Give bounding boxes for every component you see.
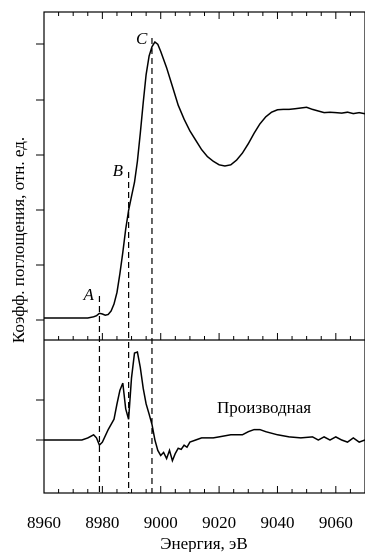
point-label-b: B	[113, 161, 124, 180]
x-axis-label: Энергия, эВ	[160, 534, 247, 552]
x-tick-label: 8980	[85, 513, 119, 532]
derivative-curve	[44, 351, 365, 464]
x-tick-label: 9060	[319, 513, 353, 532]
x-axis-ticks	[43, 12, 365, 493]
curves	[44, 40, 365, 464]
x-tick-label: 9040	[260, 513, 294, 532]
x-tick-label: 8960	[27, 513, 61, 532]
x-tick-label: 9020	[202, 513, 236, 532]
reference-dashed-lines	[98, 38, 153, 493]
point-label-a: A	[82, 285, 94, 304]
derivative-annotation: Производная	[217, 398, 311, 417]
point-labels: A B C	[82, 29, 148, 304]
point-label-c: C	[136, 29, 148, 48]
absorption-curve	[44, 40, 365, 319]
plot-frame	[43, 11, 365, 494]
y-axis-ticks	[36, 43, 44, 441]
x-axis-tick-labels: 8960 8980 9000 9020 9040 9060	[27, 513, 353, 532]
x-tick-label: 9000	[144, 513, 178, 532]
y-axis-label: Коэфф. поглощения, отн. ед.	[9, 137, 28, 343]
